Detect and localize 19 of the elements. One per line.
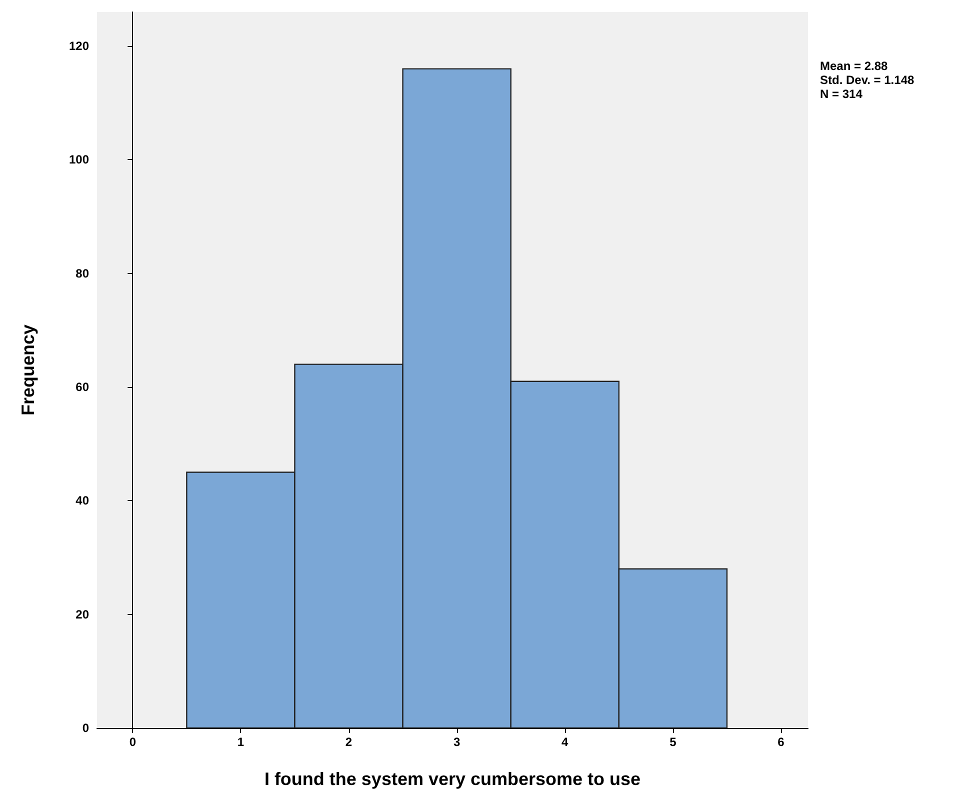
x-tick-label: 4 [562, 735, 569, 749]
text: Std. Dev. = 1.148 [820, 73, 914, 87]
y-tick-label: 60 [76, 380, 90, 394]
text: N = 314 [820, 87, 863, 101]
y-tick-label: 100 [68, 152, 90, 167]
x-tick-label: 6 [778, 735, 785, 749]
x-tick-label: 2 [345, 735, 352, 749]
x-tick-label: 5 [670, 735, 677, 749]
y-tick-label: 80 [76, 266, 90, 280]
text: Mean = 2.88 [820, 59, 888, 73]
x-axis-title: I found the system very cumbersome to use [264, 769, 641, 789]
y-tick-label: 20 [76, 607, 90, 622]
x-tick-label: 3 [453, 735, 460, 749]
y-tick-label: 120 [68, 39, 90, 54]
y-tick-label: 0 [82, 721, 90, 735]
y-axis-title: Frequency [18, 324, 38, 416]
x-tick-label: 0 [129, 735, 136, 749]
y-tick-label: 40 [76, 494, 90, 508]
x-tick-label: 1 [237, 735, 244, 749]
